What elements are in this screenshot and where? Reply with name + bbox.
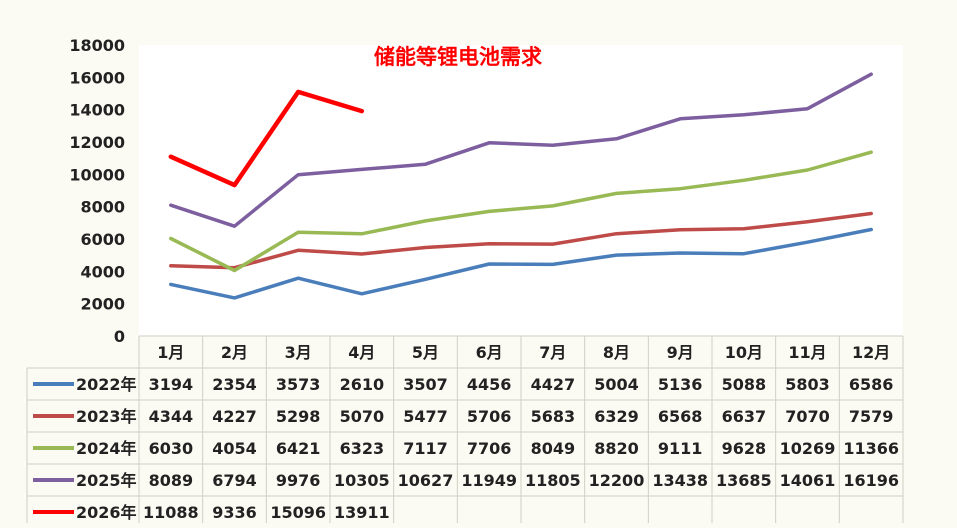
series-line-2024年 — [169, 150, 873, 273]
series-line-2022年 — [169, 227, 873, 300]
x-tick-label: 10月 — [725, 343, 763, 362]
x-tick-label: 4月 — [348, 343, 375, 362]
legend-label: 2024年 — [76, 439, 137, 458]
x-tick-label: 1月 — [157, 343, 184, 362]
data-label: 5088 — [722, 375, 767, 394]
data-label: 10269 — [780, 439, 836, 458]
data-label: 5477 — [403, 407, 448, 426]
y-tick-label: 0 — [114, 327, 125, 346]
data-label: 9111 — [658, 439, 703, 458]
y-tick-label: 10000 — [69, 165, 125, 184]
data-label: 11088 — [143, 503, 199, 522]
data-label: 6568 — [658, 407, 703, 426]
data-label: 6323 — [340, 439, 385, 458]
data-label: 6586 — [849, 375, 894, 394]
data-label: 5004 — [594, 375, 639, 394]
data-label: 4054 — [212, 439, 257, 458]
data-label: 6030 — [149, 439, 194, 458]
y-tick-label: 2000 — [80, 295, 125, 314]
series-line-2023年 — [169, 211, 873, 270]
data-label: 7706 — [467, 439, 512, 458]
y-tick-label: 12000 — [69, 133, 125, 152]
y-tick-label: 8000 — [80, 198, 125, 217]
series-line-2025年 — [169, 72, 873, 228]
data-label: 3194 — [149, 375, 194, 394]
chart-title: 储能等锂电池需求 — [374, 45, 542, 69]
data-label: 13438 — [652, 471, 708, 490]
data-label: 6329 — [594, 407, 639, 426]
data-label: 9336 — [212, 503, 257, 522]
y-tick-label: 16000 — [69, 68, 125, 87]
data-label: 5136 — [658, 375, 703, 394]
data-label: 4456 — [467, 375, 512, 394]
data-label: 8089 — [149, 471, 194, 490]
y-tick-label: 4000 — [80, 262, 125, 281]
data-table: 1月 2月 3月 4月 5月 6月 7月 8月 9月 10月 11月 12月 2022年 3194 2354… — [26, 335, 904, 528]
data-label: 8820 — [594, 439, 639, 458]
x-tick-label: 3月 — [285, 343, 312, 362]
series-lines — [168, 72, 873, 300]
data-label: 13685 — [716, 471, 772, 490]
data-label: 8049 — [531, 439, 576, 458]
x-tick-label: 5月 — [412, 343, 439, 362]
x-tick-label: 2月 — [221, 343, 248, 362]
data-label: 7070 — [785, 407, 830, 426]
data-label: 12200 — [589, 471, 645, 490]
data-label: 7579 — [849, 407, 894, 426]
data-label: 3573 — [276, 375, 321, 394]
y-tick-label: 6000 — [80, 230, 125, 249]
data-label: 11805 — [525, 471, 581, 490]
data-label: 14061 — [780, 471, 836, 490]
data-label: 11366 — [843, 439, 899, 458]
data-label: 4344 — [149, 407, 194, 426]
x-tick-label: 7月 — [539, 343, 566, 362]
data-label: 10305 — [334, 471, 390, 490]
x-tick-label: 11月 — [788, 343, 826, 362]
data-label: 5070 — [340, 407, 385, 426]
x-tick-label: 8月 — [603, 343, 630, 362]
data-label: 7117 — [403, 439, 448, 458]
data-label: 13911 — [334, 503, 390, 522]
x-tick-label: 12月 — [852, 343, 890, 362]
data-label: 5706 — [467, 407, 512, 426]
data-label: 2354 — [212, 375, 257, 394]
legend-label: 2025年 — [76, 471, 137, 490]
data-label: 9628 — [722, 439, 767, 458]
x-tick-label: 6月 — [476, 343, 503, 362]
legend-label: 2023年 — [76, 407, 137, 426]
legend-label: 2022年 — [76, 375, 137, 394]
data-label: 6794 — [212, 471, 257, 490]
data-label: 4427 — [531, 375, 576, 394]
data-label: 10627 — [398, 471, 454, 490]
data-label: 5803 — [785, 375, 830, 394]
data-label: 3507 — [403, 375, 448, 394]
data-label: 5683 — [531, 407, 576, 426]
x-tick-label: 9月 — [667, 343, 694, 362]
data-label: 6637 — [722, 407, 767, 426]
y-tick-label: 18000 — [69, 36, 125, 55]
data-label: 15096 — [270, 503, 326, 522]
data-label: 9976 — [276, 471, 321, 490]
data-label: 4227 — [212, 407, 257, 426]
y-axis: 0 2000 4000 6000 8000 10000 12000 14000 16000 180… — [69, 36, 125, 346]
legend-label: 2026年 — [76, 503, 137, 522]
data-label: 5298 — [276, 407, 321, 426]
series-line-2026年 — [168, 89, 365, 188]
data-label: 6421 — [276, 439, 321, 458]
y-tick-label: 14000 — [69, 101, 125, 120]
data-label: 11949 — [461, 471, 517, 490]
data-label: 16196 — [843, 471, 899, 490]
data-label: 2610 — [340, 375, 385, 394]
